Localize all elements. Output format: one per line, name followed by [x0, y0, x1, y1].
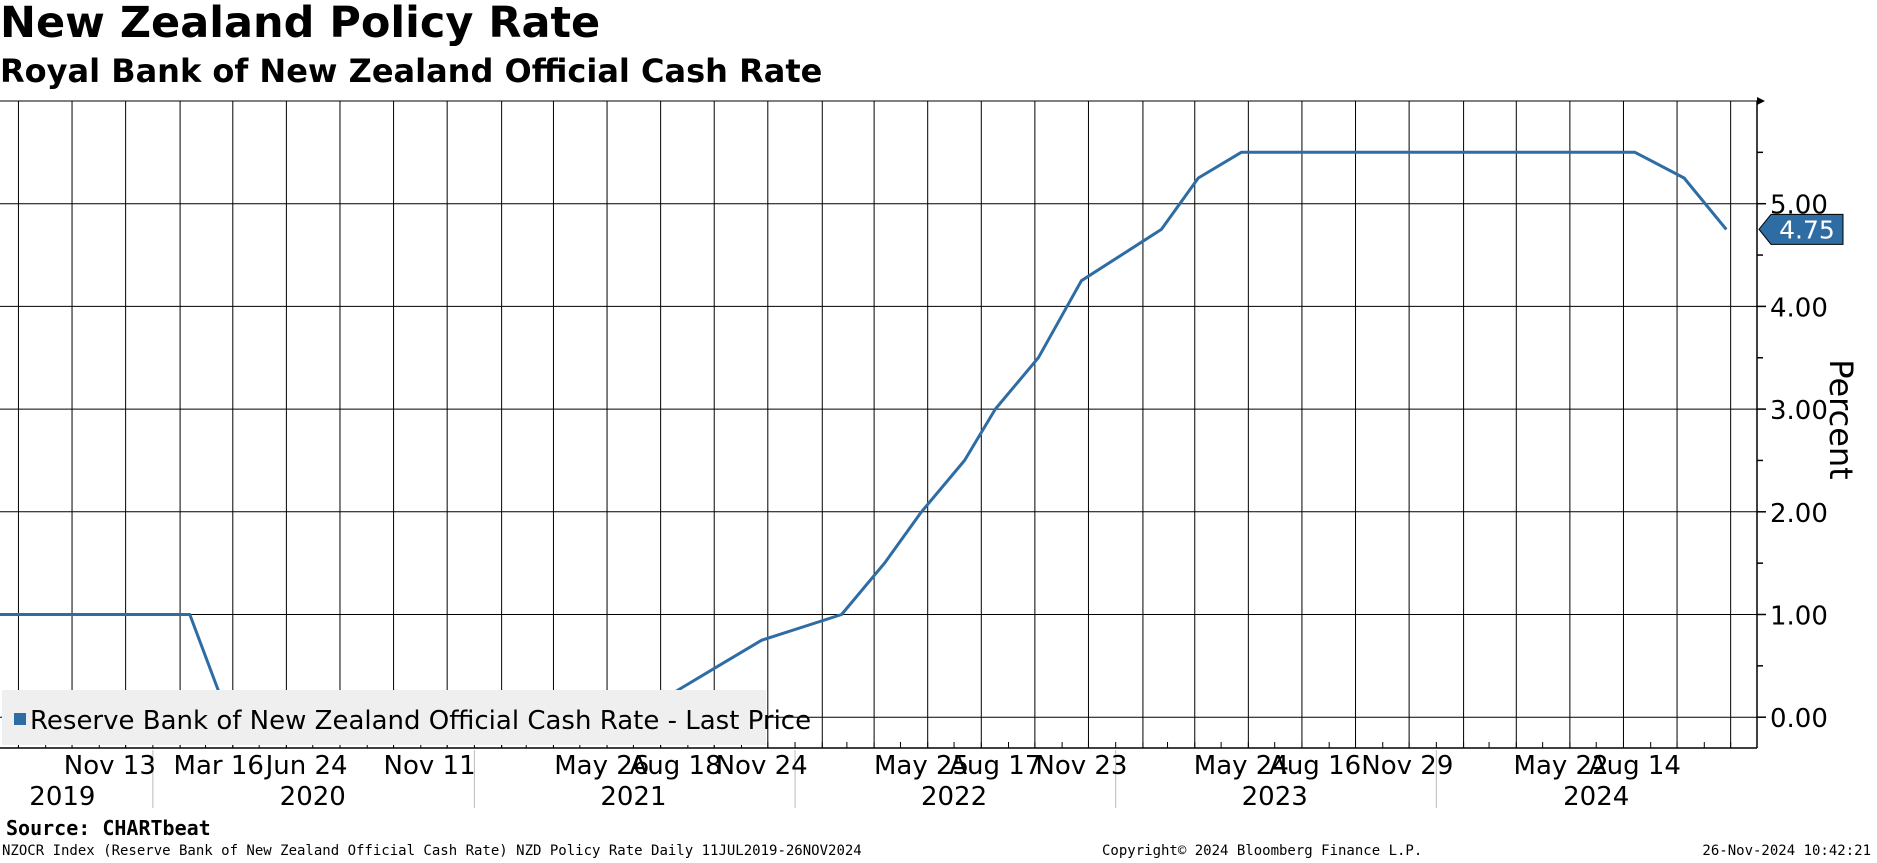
x-tick-label: Nov 29 — [1361, 751, 1453, 781]
x-year-label: 2020 — [280, 782, 346, 812]
x-tick-label: May 22 — [1514, 751, 1609, 781]
y-tick-label: 1.00 — [1770, 601, 1828, 631]
x-tick-label: Nov 11 — [384, 751, 476, 781]
series-line — [0, 150, 1728, 693]
gridlines — [0, 101, 1757, 748]
legend-background — [2, 690, 766, 745]
series-description: NZOCR Index (Reserve Bank of New Zealand… — [2, 843, 862, 859]
x-year-label: 2023 — [1242, 782, 1308, 812]
source-note: Source: CHARTbeat — [6, 816, 211, 840]
chart-title: New Zealand Policy Rate — [0, 0, 601, 48]
last-value-label: 4.75 — [1779, 215, 1835, 244]
y-tick-label: 5.00 — [1770, 191, 1828, 221]
x-tick-label: Aug 16 — [1269, 751, 1361, 781]
x-tick-label: Aug 17 — [949, 751, 1041, 781]
x-tick-label: Aug 14 — [1589, 751, 1681, 781]
copyright-note: Copyright© 2024 Bloomberg Finance L.P. — [1102, 843, 1423, 859]
x-tick-label: May 26 — [554, 751, 649, 781]
y-tick-label: 0.00 — [1770, 704, 1828, 734]
x-year-label: 2019 — [29, 782, 95, 812]
y-axis-arrow — [1757, 97, 1765, 105]
tick-labels: 0.00 1.00 2.00 3.00 4.00 5.00 Percent Nov 13 Mar… — [29, 191, 1860, 812]
legend-label: Reserve Bank of New Zealand Official Cas… — [30, 706, 811, 736]
legend: Reserve Bank of New Zealand Official Cas… — [2, 690, 811, 745]
x-tick-label: Mar 16 — [174, 751, 264, 781]
chart-subtitle: Royal Bank of New Zealand Official Cash … — [0, 52, 823, 90]
x-tick-label: Jun 24 — [264, 751, 348, 781]
x-year-label: 2024 — [1563, 782, 1629, 812]
x-tick-label: Nov 23 — [1035, 751, 1127, 781]
last-value-badge — [1758, 213, 1844, 245]
x-year-label: 2022 — [921, 782, 987, 812]
y-axis-title: Percent — [1822, 359, 1860, 479]
series-layer: 4.75 — [0, 150, 1844, 693]
timestamp: 26-Nov-2024 10:42:21 — [1702, 843, 1871, 859]
y-tick-label: 4.00 — [1770, 293, 1828, 323]
axes — [0, 97, 1766, 808]
x-year-label: 2021 — [600, 782, 666, 812]
y-tick-label: 3.00 — [1770, 396, 1828, 426]
x-tick-label: May 25 — [874, 751, 969, 781]
x-tick-label: May 24 — [1194, 751, 1289, 781]
x-tick-label: Nov 24 — [716, 751, 808, 781]
legend-swatch — [14, 713, 26, 725]
x-tick-label: Aug 18 — [630, 751, 722, 781]
y-tick-label: 2.00 — [1770, 499, 1828, 529]
x-tick-label: Nov 13 — [64, 751, 156, 781]
